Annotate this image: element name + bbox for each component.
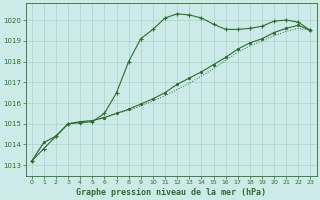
X-axis label: Graphe pression niveau de la mer (hPa): Graphe pression niveau de la mer (hPa): [76, 188, 266, 197]
